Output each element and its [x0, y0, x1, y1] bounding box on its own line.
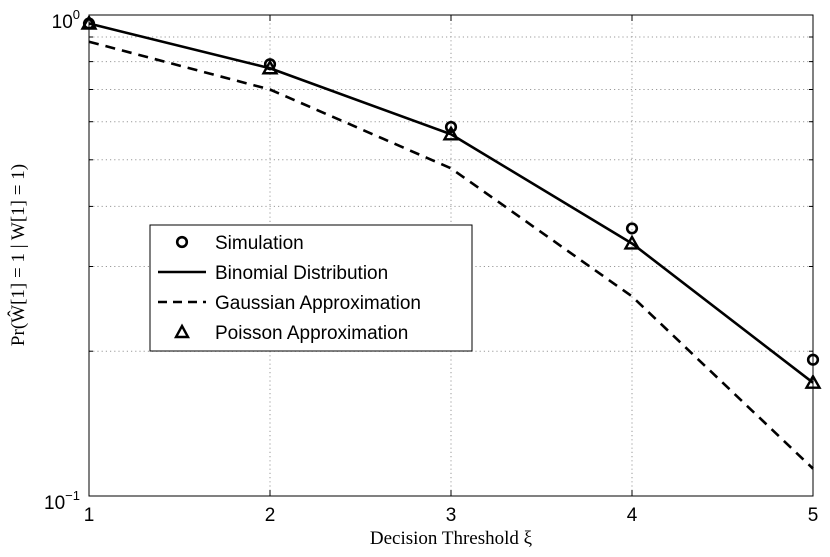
x-tick-label: 4	[627, 505, 638, 526]
simulation-point	[263, 58, 277, 71]
axis-ticks	[88, 15, 814, 496]
binomial-distribution-line	[88, 22, 814, 384]
y-tick-label-bottom: 10−1	[44, 488, 80, 514]
data-series	[80, 14, 822, 470]
legend-box	[149, 224, 473, 352]
simulation-point	[444, 120, 458, 134]
x-tick-label: 2	[265, 505, 276, 526]
poisson-approximation-point	[442, 125, 460, 141]
legend-label-binomial: Binomial Distribution	[215, 263, 388, 284]
legend: Simulation Binomial Distribution Gaussia…	[149, 224, 473, 352]
x-tick-label: 3	[446, 505, 457, 526]
legend-label-gaussian: Gaussian Approximation	[215, 293, 421, 314]
legend-triangle-marker-icon	[173, 323, 191, 339]
legend-circle-marker-icon	[175, 235, 189, 249]
legend-label-simulation: Simulation	[215, 233, 304, 254]
x-axis-title: Decision Threshold ξ	[370, 528, 533, 549]
y-axis-title: Pr(Ŵ[1] = 1 | W[1] = 1)	[7, 164, 29, 346]
y-tick-label-top: 100	[52, 7, 80, 33]
gaussian-approximation-line	[88, 40, 814, 470]
simulation-point	[806, 353, 820, 366]
simulation-point	[82, 17, 96, 30]
x-tick-label: 1	[84, 505, 95, 526]
y-tick-labels: 100 10−1	[44, 7, 80, 514]
poisson-approximation-point	[804, 373, 822, 389]
simulation-point	[625, 222, 639, 235]
legend-label-poisson: Poisson Approximation	[215, 323, 408, 344]
poisson-approximation-point	[623, 234, 641, 250]
x-tick-label: 5	[808, 505, 819, 526]
x-tick-labels: 1 2 3 4 5	[84, 505, 819, 526]
